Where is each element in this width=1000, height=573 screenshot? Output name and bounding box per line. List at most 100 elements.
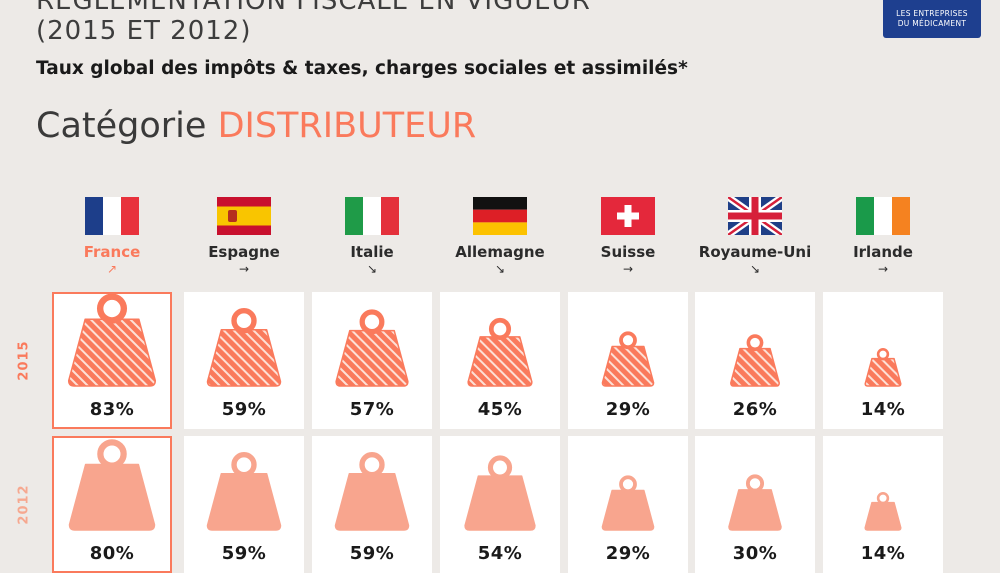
country-label: Royaume-Uni <box>698 243 812 261</box>
weight-handle <box>97 439 127 469</box>
weight-body <box>335 329 409 387</box>
country-label: Irlande <box>853 243 913 261</box>
weight-body <box>206 328 282 387</box>
cell-royaume-uni-2015: 26% <box>695 292 815 429</box>
weight-icon <box>334 452 410 531</box>
weight-body <box>467 336 533 387</box>
country-label: Suisse <box>600 243 656 261</box>
year-label: 2012 <box>14 436 34 573</box>
cell-irlande-2015: 14% <box>823 292 943 429</box>
weight-icon <box>206 452 282 531</box>
value-label: 59% <box>221 543 267 564</box>
weight-handle <box>487 455 513 480</box>
flag-switzerland-icon <box>601 197 655 235</box>
column-header-espagne: Espagne → <box>182 197 306 276</box>
category-title: Catégorie DISTRIBUTEUR <box>36 106 476 146</box>
cell-italie-2012: 59% <box>312 436 432 573</box>
flag-germany-icon <box>473 197 527 235</box>
weight-icon <box>467 317 533 387</box>
weight-handle <box>876 492 890 505</box>
weight-body <box>601 345 655 387</box>
trend-arrow-icon: → <box>877 262 889 276</box>
weight-body <box>864 357 902 387</box>
column-header-allemagne: Allemagne ↘ <box>438 197 562 276</box>
chart-subtitle: Taux global des impôts & taxes, charges … <box>36 58 688 79</box>
weight-body <box>67 318 157 387</box>
weight-handle <box>619 475 637 494</box>
cell-suisse-2015: 29% <box>568 292 688 429</box>
weight-icon <box>67 293 157 387</box>
country-label: Allemagne <box>455 243 545 261</box>
trend-arrow-icon: → <box>622 262 634 276</box>
weight-handle <box>231 452 257 478</box>
weight-icon <box>728 474 782 531</box>
cell-suisse-2012: 29% <box>568 436 688 573</box>
trend-arrow-icon: ↘ <box>749 262 761 276</box>
country-label: France <box>83 243 141 261</box>
column-header-france: France ↗ <box>50 197 174 276</box>
cell-france-2015: 83% <box>52 292 172 429</box>
cell-espagne-2015: 59% <box>184 292 304 429</box>
cell-allemagne-2012: 54% <box>440 436 560 573</box>
cell-france-2012: 80% <box>52 436 172 573</box>
weight-icon <box>730 334 780 387</box>
weight-handle <box>876 348 890 361</box>
value-label: 59% <box>349 543 395 564</box>
column-header-irlande: Irlande → <box>821 197 945 276</box>
logo-line-2: DU MÉDICAMENT <box>897 19 967 28</box>
column-header-royaume-uni: Royaume-Uni ↘ <box>693 197 817 276</box>
value-label: 14% <box>860 399 906 420</box>
year-label-text: 2012 <box>16 484 32 525</box>
cell-italie-2015: 57% <box>312 292 432 429</box>
cell-royaume-uni-2012: 30% <box>695 436 815 573</box>
cell-espagne-2012: 59% <box>184 436 304 573</box>
weight-icon <box>464 455 536 531</box>
weight-icon <box>335 309 409 387</box>
value-label: 80% <box>89 543 135 564</box>
weight-body <box>206 472 282 531</box>
value-label: 29% <box>605 399 651 420</box>
logo-line-1: LES ENTREPRISES <box>896 9 968 18</box>
category-highlight: DISTRIBUTEUR <box>217 106 477 146</box>
weight-body <box>601 489 655 531</box>
weight-body <box>728 489 782 531</box>
flag-uk-icon <box>728 197 782 235</box>
category-prefix: Catégorie <box>36 106 207 146</box>
column-header-suisse: Suisse → <box>566 197 690 276</box>
weight-icon <box>68 439 156 531</box>
weight-handle <box>745 474 765 493</box>
flag-france-icon <box>85 197 139 235</box>
value-label: 57% <box>349 399 395 420</box>
header-kicker: RÉGLEMENTATION FISCALE EN VIGUEUR (2015 … <box>36 0 591 46</box>
value-label: 14% <box>860 543 906 564</box>
leem-logo: LES ENTREPRISES DU MÉDICAMENT <box>883 0 981 38</box>
weight-icon <box>206 308 282 387</box>
weight-icon <box>864 348 902 387</box>
trend-arrow-icon: → <box>238 262 250 276</box>
trend-arrow-icon: ↗ <box>106 262 118 276</box>
value-label: 26% <box>732 399 778 420</box>
weight-handle <box>359 452 385 478</box>
country-label: Italie <box>350 243 394 261</box>
weight-handle <box>619 331 637 350</box>
flag-spain-icon <box>217 197 271 235</box>
weight-body <box>864 501 902 531</box>
country-label: Espagne <box>208 243 280 261</box>
weight-body <box>334 472 410 531</box>
weight-body <box>68 463 156 531</box>
value-label: 59% <box>221 399 267 420</box>
year-label-text: 2015 <box>16 340 32 381</box>
trend-arrow-icon: ↘ <box>366 262 378 276</box>
flag-ireland-icon <box>856 197 910 235</box>
weight-body <box>730 347 780 387</box>
cell-irlande-2012: 14% <box>823 436 943 573</box>
weight-handle <box>359 309 385 335</box>
value-label: 29% <box>605 543 651 564</box>
trend-arrow-icon: ↘ <box>494 262 506 276</box>
value-label: 54% <box>477 543 523 564</box>
flag-italy-icon <box>345 197 399 235</box>
cell-allemagne-2015: 45% <box>440 292 560 429</box>
weight-handle <box>96 293 128 324</box>
value-label: 45% <box>477 399 523 420</box>
weight-handle <box>488 317 512 341</box>
